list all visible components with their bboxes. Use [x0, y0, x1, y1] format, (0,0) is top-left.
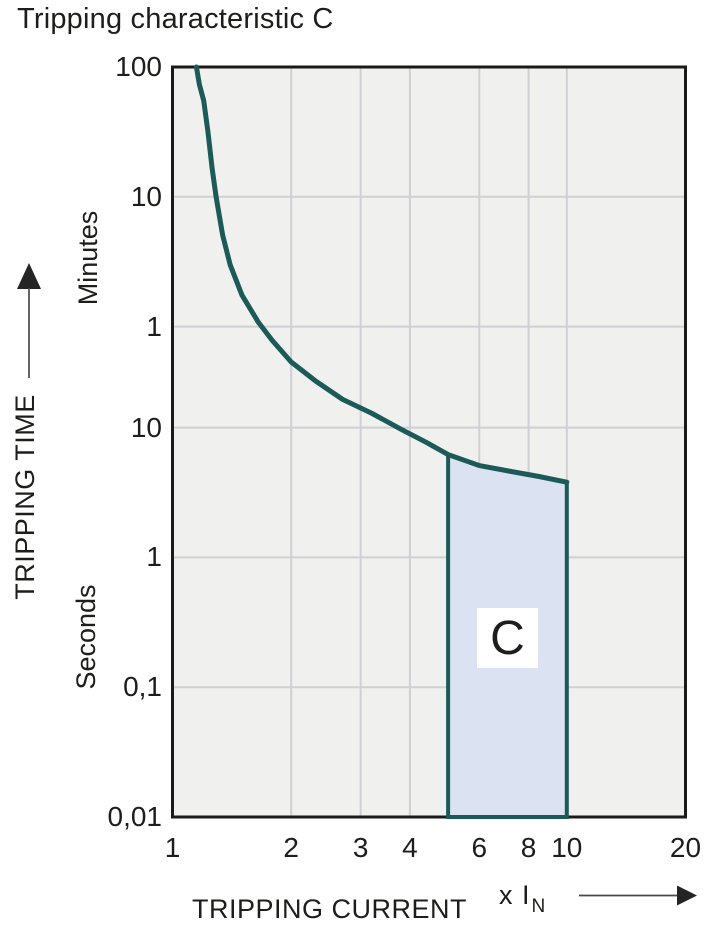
- y-axis-unit-minutes: Minutes: [73, 210, 103, 306]
- x-axis-unit-text: x I: [499, 880, 531, 910]
- up-arrow-icon: [17, 263, 41, 378]
- region-label: C: [490, 611, 525, 665]
- x-axis-title: TRIPPING CURRENT: [192, 894, 468, 924]
- right-arrow-icon: [579, 885, 697, 906]
- plot-border: [171, 65, 687, 819]
- trip-curve: [193, 64, 570, 485]
- x-axis-unit: x IN: [499, 880, 547, 918]
- y-axis-unit-seconds: Seconds: [71, 584, 101, 690]
- region-label-box: C: [477, 608, 538, 668]
- x-axis-unit-subscript: N: [531, 896, 547, 918]
- page-title: Tripping characteristic C: [17, 3, 334, 35]
- y-axis-title: TRIPPING TIME: [10, 394, 40, 600]
